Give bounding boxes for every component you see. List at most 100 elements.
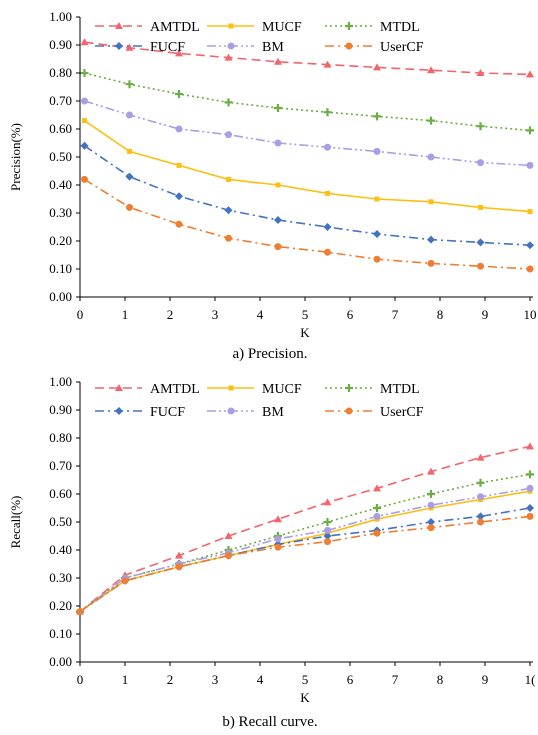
y-tick-label: 0.10 [49, 626, 72, 641]
legend-item-mtdl: MTDL [325, 382, 420, 397]
data-point-mtdl [526, 470, 534, 479]
data-point-bm [373, 512, 381, 520]
legend-label: UserCF [380, 40, 424, 55]
y-axis-title: Recall(%) [8, 496, 23, 549]
legend-item-usercf: UserCF [325, 405, 424, 420]
x-tick-label: 5 [302, 307, 309, 322]
data-point-bm [526, 484, 534, 492]
data-point-mtdl [427, 490, 435, 498]
x-tick-label: 10 [524, 307, 537, 322]
data-point-usercf [324, 538, 331, 546]
data-point-fucf [373, 230, 381, 238]
legend-marker [115, 42, 123, 50]
legend-label: MUCF [262, 382, 302, 397]
data-point-usercf [121, 577, 129, 585]
data-point-mucf [82, 118, 87, 124]
data-point-amtdl [323, 498, 332, 506]
legend-label: MUCF [262, 20, 302, 35]
y-tick-label: 0.10 [49, 261, 72, 276]
x-tick-label: 3 [212, 307, 219, 322]
y-tick-label: 0.70 [49, 93, 72, 108]
data-point-amtdl [80, 38, 89, 46]
data-point-amtdl [526, 442, 534, 450]
legend-marker [115, 22, 123, 29]
data-point-amtdl [373, 484, 381, 492]
series-line-usercf [79, 515, 531, 613]
x-tick-label: 1( [525, 672, 536, 687]
data-point-fucf [427, 518, 435, 526]
series-mucf [77, 488, 533, 615]
data-point-bm [81, 97, 88, 105]
y-tick-label: 0.40 [49, 177, 72, 192]
legend-label: MTDL [380, 20, 420, 35]
data-point-mucf [226, 176, 231, 182]
data-point-amtdl [323, 60, 332, 68]
data-point-usercf [427, 524, 435, 532]
x-tick-label: 6 [347, 307, 354, 322]
data-point-usercf [373, 255, 381, 263]
data-point-mucf [325, 190, 330, 196]
data-point-fucf [427, 235, 435, 244]
legend-label: UserCF [380, 405, 424, 420]
legend-item-bm: BM [207, 40, 284, 55]
x-tick-label: 0 [77, 307, 84, 322]
y-tick-label: 1.00 [49, 374, 72, 389]
series-line-usercf [84, 178, 531, 270]
y-tick-label: 0.00 [49, 289, 72, 304]
legend-label: AMTDL [150, 20, 200, 35]
y-tick-label: 0.30 [49, 205, 72, 220]
data-point-mtdl [526, 126, 534, 135]
y-tick-label: 0.00 [49, 654, 72, 669]
legend-item-amtdl: AMTDL [95, 382, 200, 397]
y-tick-label: 0.80 [49, 65, 72, 80]
data-point-fucf [526, 504, 534, 512]
series-line-fucf [79, 507, 531, 613]
y-tick-label: 0.90 [49, 37, 72, 52]
data-point-bm [274, 139, 282, 147]
series-line-mucf [79, 490, 531, 613]
legend-marker [228, 385, 234, 391]
data-point-fucf [323, 532, 332, 540]
data-point-bm [477, 159, 484, 167]
data-point-mucf [428, 199, 434, 205]
data-point-amtdl [125, 43, 134, 51]
series-line-fucf [84, 145, 531, 246]
data-point-usercf [126, 203, 133, 211]
legend-item-fucf: FUCF [95, 40, 185, 55]
data-point-bm [427, 153, 435, 161]
data-point-usercf [477, 262, 484, 270]
data-point-mtdl [274, 104, 282, 112]
data-point-fucf [526, 241, 534, 250]
series-bm [76, 484, 534, 616]
data-point-amtdl [476, 453, 485, 461]
series-line-amtdl [79, 445, 531, 613]
data-point-fucf [476, 512, 485, 521]
legend-label: MTDL [380, 382, 420, 397]
data-point-mtdl [323, 518, 332, 526]
x-tick-label: 7 [392, 307, 399, 322]
y-tick-label: 0.80 [49, 430, 72, 445]
data-point-bm [373, 147, 381, 155]
data-point-mucf [275, 182, 281, 188]
y-tick-label: 0.40 [49, 542, 72, 557]
legend-marker [228, 23, 234, 29]
x-tick-label: 5 [302, 672, 309, 687]
precision-chart: 0.00 0.10 0.20 0.30 0.40 0.50 0.60 0.70 0.80 0.90… [8, 9, 537, 362]
legend-label: BM [262, 40, 284, 55]
series-mtdl [76, 470, 534, 616]
data-point-amtdl [224, 532, 233, 539]
x-tick-label: 2 [167, 307, 174, 322]
data-point-amtdl [175, 551, 183, 559]
x-tick-label: 3 [212, 672, 219, 687]
x-tick-label: 9 [482, 672, 489, 687]
data-point-usercf [324, 248, 331, 256]
data-point-amtdl [175, 49, 183, 57]
legend-item-mtdl: MTDL [325, 20, 420, 35]
legend-item-fucf: FUCF [95, 405, 185, 420]
data-point-fucf [476, 238, 485, 247]
x-tick-label: 8 [437, 307, 444, 322]
series-mtdl [80, 69, 534, 135]
legend-label: FUCF [150, 40, 185, 55]
data-point-mucf [127, 148, 132, 154]
